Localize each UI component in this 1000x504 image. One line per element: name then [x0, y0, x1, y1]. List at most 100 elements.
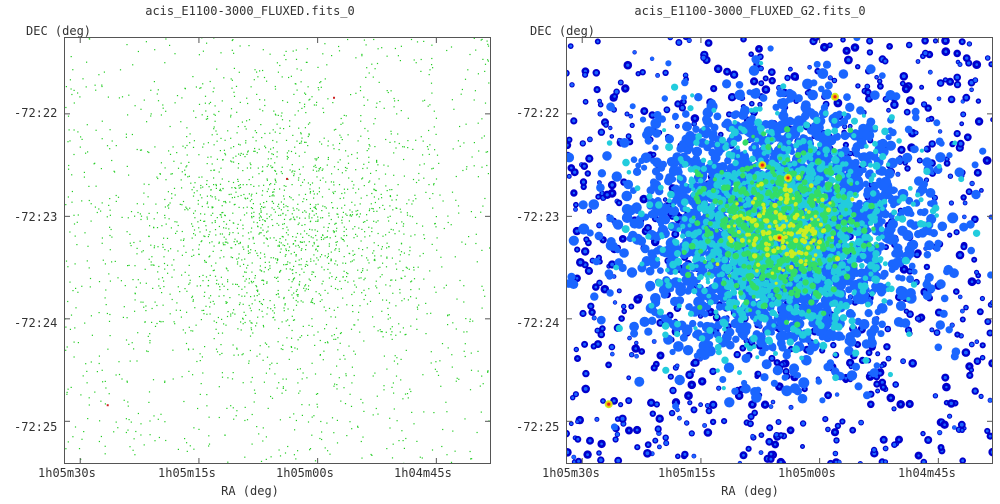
event-point: [152, 264, 154, 266]
event-point: [336, 384, 338, 386]
event-point: [318, 187, 320, 189]
event-point: [386, 90, 388, 92]
event-point: [254, 69, 256, 71]
event-point: [429, 144, 431, 146]
event-point: [402, 327, 404, 329]
event-point: [226, 407, 228, 409]
event-point: [471, 156, 473, 158]
intensity-blob: [657, 445, 661, 449]
event-point: [271, 200, 273, 202]
event-point: [291, 329, 293, 332]
event-point: [184, 147, 186, 149]
event-point: [169, 202, 171, 204]
event-point: [333, 129, 335, 131]
event-point: [469, 318, 471, 320]
event-point: [327, 145, 329, 147]
event-point: [159, 320, 161, 322]
event-point: [179, 291, 181, 293]
event-point: [87, 245, 89, 247]
event-point: [418, 288, 420, 290]
event-point: [208, 297, 210, 299]
event-point: [335, 276, 338, 278]
event-point: [418, 172, 420, 175]
intensity-blob: [970, 368, 973, 372]
event-point: [350, 94, 352, 96]
event-point: [354, 353, 356, 355]
event-point: [176, 302, 178, 304]
event-point: [109, 335, 111, 337]
intensity-blob: [910, 131, 914, 135]
event-point: [291, 337, 293, 339]
event-point: [354, 324, 356, 326]
intensity-blob: [693, 360, 698, 365]
event-point: [394, 100, 396, 102]
event-point: [312, 169, 314, 171]
event-point: [309, 184, 311, 186]
intensity-blob: [892, 407, 896, 411]
event-point: [290, 218, 292, 220]
event-point: [374, 201, 376, 204]
event-point: [354, 204, 356, 206]
event-point: [309, 221, 311, 223]
event-point: [389, 189, 391, 191]
event-point: [374, 183, 376, 185]
event-point: [127, 114, 129, 116]
intensity-blob: [711, 369, 715, 374]
event-point: [267, 158, 269, 160]
event-point: [210, 265, 213, 267]
event-point: [98, 312, 100, 314]
y-axis-label: DEC (deg): [26, 24, 92, 38]
heatmap-plot-area[interactable]: [566, 37, 993, 464]
event-point: [214, 220, 216, 222]
event-point: [251, 215, 253, 218]
event-point: [364, 127, 366, 130]
event-point: [193, 254, 195, 256]
event-point: [148, 258, 150, 260]
event-point: [333, 309, 335, 311]
event-point: [321, 169, 323, 171]
event-point: [345, 150, 347, 152]
intensity-blob: [961, 318, 965, 321]
intensity-blob: [673, 232, 678, 237]
event-point: [431, 57, 433, 60]
event-point: [426, 146, 429, 148]
event-point: [193, 186, 195, 188]
event-point: [282, 228, 284, 230]
event-point: [274, 276, 276, 278]
event-point: [309, 122, 311, 124]
intensity-blob: [970, 280, 974, 283]
event-point: [355, 214, 358, 216]
event-point: [363, 163, 365, 165]
event-point: [356, 213, 358, 215]
event-point: [354, 253, 356, 255]
event-point: [281, 76, 283, 78]
event-point: [150, 113, 152, 115]
event-point: [196, 360, 198, 363]
event-point: [386, 448, 388, 450]
event-point: [249, 335, 252, 337]
event-point: [334, 249, 336, 251]
event-point: [256, 355, 258, 357]
intensity-blob: [629, 352, 634, 357]
scatter-plot-area[interactable]: [64, 37, 491, 464]
event-point: [118, 373, 121, 376]
event-point: [222, 242, 224, 244]
event-point: [261, 224, 264, 226]
event-point: [453, 108, 455, 110]
event-point: [247, 197, 249, 199]
event-point: [326, 341, 329, 343]
event-point: [84, 322, 86, 324]
event-point: [410, 38, 413, 41]
event-point: [134, 215, 136, 217]
intensity-blob: [582, 185, 585, 189]
event-point: [415, 139, 417, 141]
intensity-blob: [607, 363, 610, 367]
intensity-blob: [566, 152, 575, 163]
event-point: [408, 199, 410, 201]
intensity-blob: [964, 95, 969, 100]
intensity-blob: [632, 50, 637, 54]
intensity-blob: [905, 110, 909, 114]
event-point: [188, 349, 190, 351]
event-point: [293, 309, 295, 311]
event-point: [349, 209, 351, 211]
